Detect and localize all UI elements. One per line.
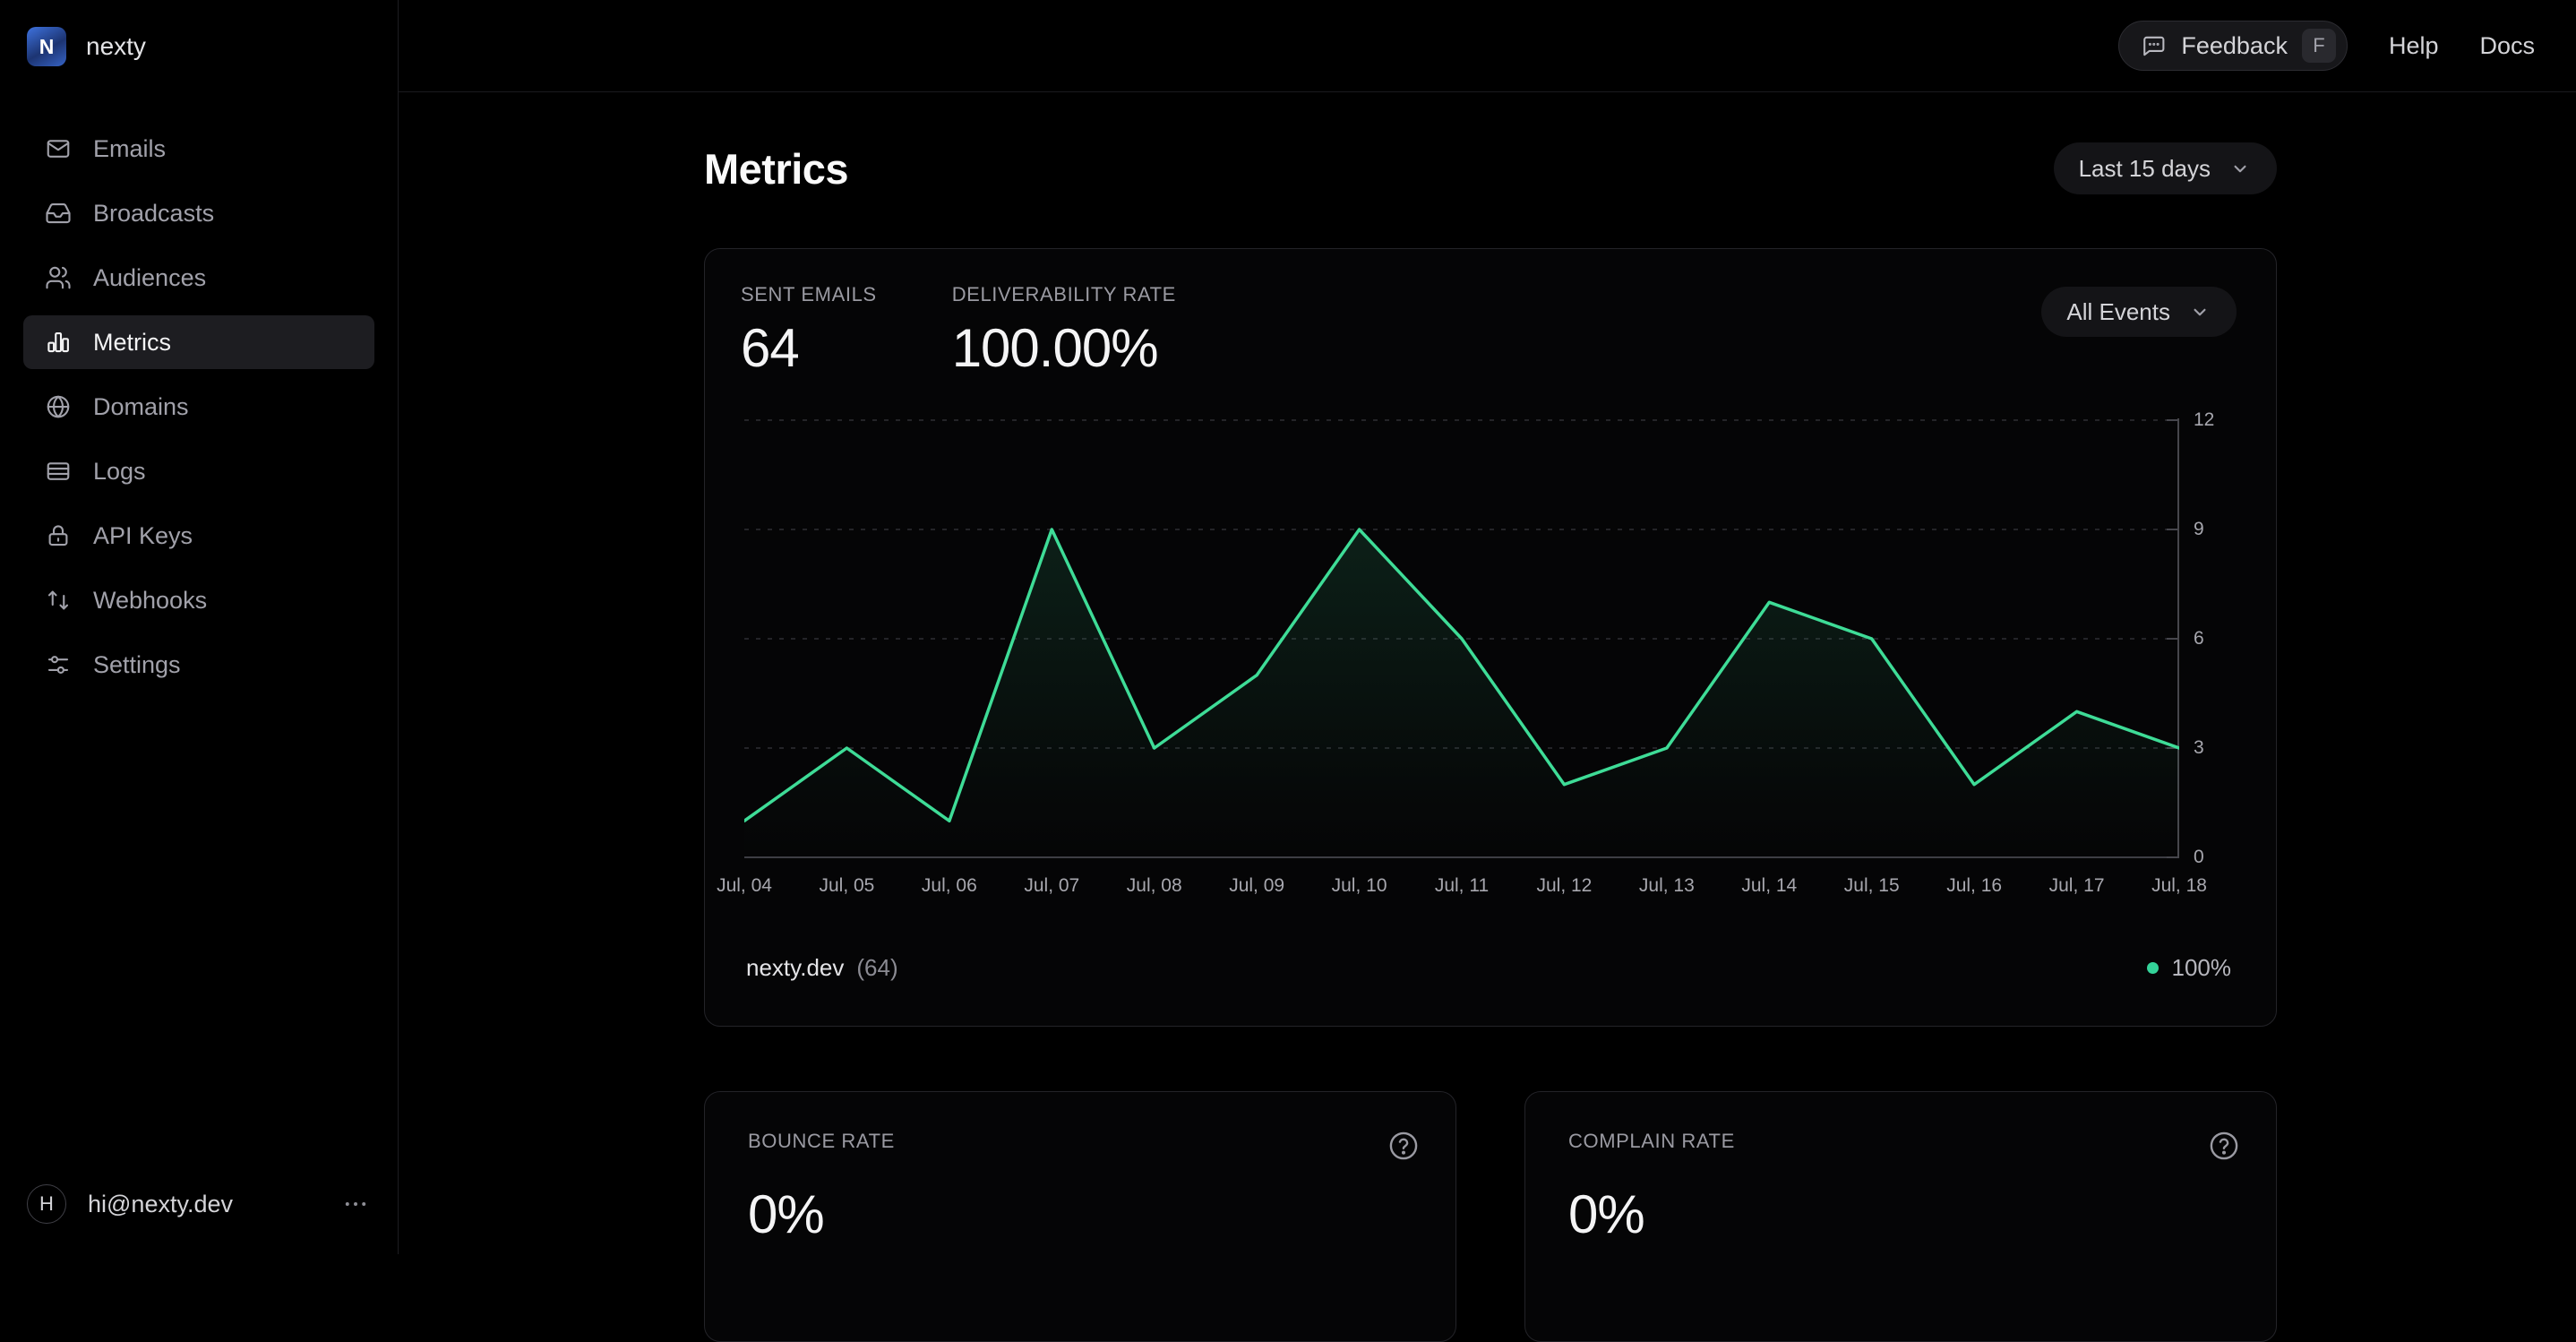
sidebar-item-label: Webhooks xyxy=(93,587,207,615)
bounce-rate-label: BOUNCE RATE xyxy=(748,1130,895,1153)
sidebar-item-domains[interactable]: Domains xyxy=(23,380,374,434)
sidebar-nav: Emails Broadcasts Audiences Metrics Domains L… xyxy=(0,88,398,692)
x-axis-tick-label: Jul, 06 xyxy=(922,875,977,897)
sent-emails-stat: SENT EMAILS 64 xyxy=(741,283,877,379)
y-axis-tick-label: 0 xyxy=(2194,847,2204,868)
account-row[interactable]: H hi@nexty.dev xyxy=(0,1157,398,1254)
sidebar-item-label: Logs xyxy=(93,458,146,486)
x-axis-tick-label: Jul, 08 xyxy=(1127,875,1182,897)
legend-rate-item: 100% xyxy=(2147,954,2232,982)
chevron-down-icon xyxy=(2228,157,2252,180)
x-axis-tick-label: Jul, 09 xyxy=(1229,875,1284,897)
sidebar-item-webhooks[interactable]: Webhooks xyxy=(23,573,374,627)
date-range-value: Last 15 days xyxy=(2079,155,2211,183)
legend-domain-count: (64) xyxy=(856,954,897,982)
sidebar-item-label: Settings xyxy=(93,651,181,679)
sidebar-item-broadcasts[interactable]: Broadcasts xyxy=(23,186,374,240)
inbox-icon xyxy=(45,200,72,227)
help-link[interactable]: Help xyxy=(2389,32,2439,60)
docs-link[interactable]: Docs xyxy=(2479,32,2535,60)
y-axis-tick-label: 6 xyxy=(2194,628,2204,649)
x-axis-tick-label: Jul, 11 xyxy=(1435,875,1489,897)
sidebar-item-label: API Keys xyxy=(93,522,193,550)
sidebar-item-label: Domains xyxy=(93,393,189,421)
x-axis-tick-label: Jul, 14 xyxy=(1741,875,1797,897)
help-circle-icon[interactable] xyxy=(1387,1130,1420,1162)
x-axis-tick-label: Jul, 12 xyxy=(1536,875,1592,897)
chart-area-fill xyxy=(744,529,2179,857)
metrics-chart-card: SENT EMAILS 64 DELIVERABILITY RATE 100.0… xyxy=(704,248,2277,1027)
y-axis-tick-label: 12 xyxy=(2194,409,2214,431)
message-bubble-icon xyxy=(2141,33,2167,59)
mail-icon xyxy=(45,135,72,162)
feedback-label: Feedback xyxy=(2181,32,2288,60)
x-axis-tick-label: Jul, 05 xyxy=(819,875,874,897)
complain-rate-card: COMPLAIN RATE 0% xyxy=(1524,1091,2277,1342)
ellipsis-icon[interactable] xyxy=(340,1189,371,1219)
users-icon xyxy=(45,264,72,291)
workspace-logo: N xyxy=(27,27,66,66)
main-content: Metrics Last 15 days SENT EMAILS 64 DELI… xyxy=(399,92,2576,1254)
deliverability-rate-value: 100.00% xyxy=(952,317,1176,379)
x-axis-tick-label: Jul, 13 xyxy=(1639,875,1695,897)
y-axis-tick-label: 9 xyxy=(2194,519,2204,540)
deliverability-rate-stat: DELIVERABILITY RATE 100.00% xyxy=(952,283,1176,379)
sidebar-item-label: Metrics xyxy=(93,329,171,357)
x-axis-tick-label: Jul, 10 xyxy=(1332,875,1387,897)
bounce-rate-value: 0% xyxy=(748,1183,1420,1245)
sidebar-item-metrics[interactable]: Metrics xyxy=(23,315,374,369)
lock-icon xyxy=(45,522,72,549)
sent-emails-value: 64 xyxy=(741,317,877,379)
events-filter-select[interactable]: All Events xyxy=(2041,287,2237,337)
legend-domain-item: nexty.dev (64) xyxy=(746,954,898,982)
x-axis-tick-label: Jul, 18 xyxy=(2151,875,2207,897)
sidebar-item-label: Audiences xyxy=(93,264,206,292)
arrows-up-down-icon xyxy=(45,587,72,614)
x-axis-tick-label: Jul, 17 xyxy=(2049,875,2105,897)
sidebar-item-emails[interactable]: Emails xyxy=(23,122,374,176)
sliders-icon xyxy=(45,651,72,678)
legend-domain-name: nexty.dev xyxy=(746,954,844,982)
feedback-shortcut-badge: F xyxy=(2302,29,2336,63)
sidebar-item-label: Emails xyxy=(93,135,166,163)
bar-chart-icon xyxy=(45,329,72,356)
feedback-button[interactable]: Feedback F xyxy=(2118,21,2348,71)
sidebar-item-label: Broadcasts xyxy=(93,200,214,228)
chart-plot-area xyxy=(744,418,2179,859)
y-axis-tick-label: 3 xyxy=(2194,737,2204,759)
sidebar-item-logs[interactable]: Logs xyxy=(23,444,374,498)
deliverability-rate-label: DELIVERABILITY RATE xyxy=(952,283,1176,306)
complain-rate-value: 0% xyxy=(1568,1183,2240,1245)
globe-icon xyxy=(45,393,72,420)
sidebar-item-audiences[interactable]: Audiences xyxy=(23,251,374,305)
bounce-rate-card: BOUNCE RATE 0% xyxy=(704,1091,1456,1342)
date-range-select[interactable]: Last 15 days xyxy=(2054,142,2277,194)
sidebar: N nexty Emails Broadcasts Audiences Metrics… xyxy=(0,0,399,1254)
legend-rate-value: 100% xyxy=(2172,954,2232,982)
events-filter-value: All Events xyxy=(2066,298,2170,326)
x-axis-tick-label: Jul, 15 xyxy=(1844,875,1900,897)
chevron-down-icon xyxy=(2188,300,2211,323)
rows-icon xyxy=(45,458,72,485)
legend-dot xyxy=(2147,962,2159,974)
avatar: H xyxy=(27,1184,66,1224)
sidebar-item-api-keys[interactable]: API Keys xyxy=(23,509,374,563)
x-axis-tick-label: Jul, 04 xyxy=(717,875,772,897)
sent-emails-label: SENT EMAILS xyxy=(741,283,877,306)
topbar: Feedback F Help Docs xyxy=(399,0,2576,92)
workspace-name: nexty xyxy=(86,32,351,61)
complain-rate-label: COMPLAIN RATE xyxy=(1568,1130,1735,1153)
x-axis-tick-label: Jul, 07 xyxy=(1024,875,1079,897)
help-circle-icon[interactable] xyxy=(2208,1130,2240,1162)
chart-legend: nexty.dev (64) 100% xyxy=(741,954,2237,982)
x-axis-tick-label: Jul, 16 xyxy=(1946,875,2002,897)
sidebar-item-settings[interactable]: Settings xyxy=(23,638,374,692)
account-email: hi@nexty.dev xyxy=(88,1191,319,1218)
workspace-switcher[interactable]: N nexty xyxy=(0,0,398,88)
page-title: Metrics xyxy=(704,144,848,194)
